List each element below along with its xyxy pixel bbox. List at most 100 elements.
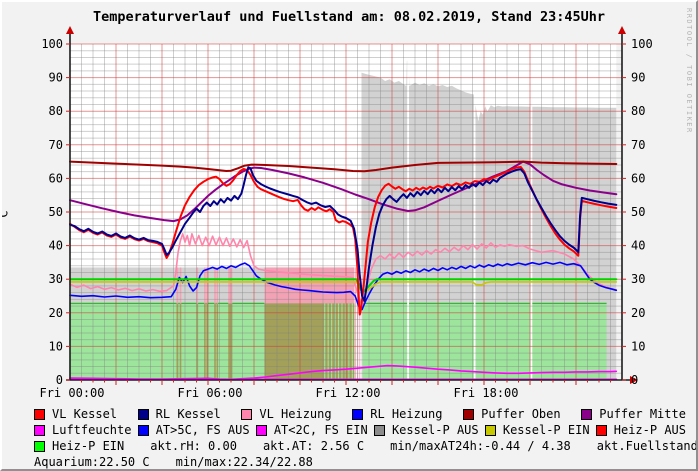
y-tick-label-left: 40 bbox=[49, 239, 63, 253]
legend-stat-aquarium-22-50-c: Aquarium:22.50 C bbox=[34, 455, 150, 469]
legend-stat-akt-at-2-56-c: akt.AT: 2.56 C bbox=[263, 439, 364, 453]
y-tick-label-left: 90 bbox=[49, 71, 63, 85]
y-tick-label-left: 50 bbox=[49, 205, 63, 219]
legend-label: akt.AT: 2.56 C bbox=[262, 439, 365, 453]
band-green-slit bbox=[334, 303, 336, 380]
area-gap bbox=[530, 54, 533, 381]
y-axis-arrow-left bbox=[66, 26, 74, 34]
fuellstand-area-high bbox=[361, 60, 617, 381]
y-axis-arrow-right bbox=[618, 26, 626, 34]
band-green-slit bbox=[351, 303, 353, 380]
heizp-aus-stripe-olive bbox=[216, 303, 219, 380]
heizp-aus-stripe-olive bbox=[228, 303, 233, 380]
vl-heizung-swatch bbox=[241, 408, 253, 420]
legend: VL Kessel RL Kessel VL Heizung RL Heizung Pu… bbox=[2, 406, 696, 469]
heizp-aus-stripe-pink bbox=[179, 267, 182, 304]
legend-item-at-2c-fs-ein: AT<2C, FS EIN bbox=[255, 423, 368, 437]
chart-canvas: 0 0 10 10 20 20 30 30 40 40 50 50 60 60 70 70 80 80 90 90 10… bbox=[39, 26, 653, 400]
y-tick-label-right: 40 bbox=[631, 239, 645, 253]
area-gap bbox=[407, 54, 410, 381]
y-tick-label-right: 10 bbox=[631, 339, 645, 353]
legend-item-luftfeuchte: Luftfeuchte bbox=[34, 423, 131, 437]
at-2c-fs-ein-swatch bbox=[255, 424, 267, 436]
heizp-aus-stripe-pink bbox=[228, 267, 233, 304]
legend-label: Heiz-P EIN bbox=[52, 439, 125, 453]
heizp-aus-stripe-pink bbox=[204, 267, 206, 304]
rrdtool-watermark: RRDTOOL / TOBI OETIKER bbox=[685, 8, 693, 134]
heizp-aus-stripe-olive bbox=[206, 303, 208, 380]
y-axis-label: C bbox=[2, 210, 11, 217]
y-tick-label-left: 10 bbox=[49, 339, 63, 353]
y-tick-label-left: 0 bbox=[56, 373, 63, 387]
area-gap bbox=[473, 54, 476, 381]
legend-label: RL Kessel bbox=[155, 407, 221, 421]
at-5c-fs-aus-swatch bbox=[137, 424, 149, 436]
band-green-slit bbox=[341, 303, 343, 380]
heizp-aus-stripe-pink bbox=[214, 267, 216, 304]
y-tick-label-right: 20 bbox=[631, 306, 645, 320]
legend-item-kessel-p-ein: Kessel-P EIN bbox=[484, 423, 590, 437]
legend-item-puffer-mitte: Puffer Mitte bbox=[581, 407, 686, 421]
legend-row-3: Heiz-P EIN akt.rH: 0.00 akt.AT: 2.56 C min/… bbox=[2, 438, 696, 454]
legend-stat-akt-rh-0-00: akt.rH: 0.00 bbox=[150, 439, 237, 453]
heizp-aus-stripe-olive bbox=[196, 303, 199, 380]
chart-title: Temperaturverlauf und Fuellstand am: 08.… bbox=[92, 9, 606, 25]
gap-pink-stripe bbox=[357, 267, 359, 380]
legend-item-heiz-p-ein: Heiz-P EIN bbox=[34, 439, 124, 453]
puffer-mitte-swatch bbox=[581, 408, 593, 420]
legend-item-vl-kessel: VL Kessel bbox=[34, 407, 117, 421]
heizp-ein-area bbox=[362, 303, 607, 380]
luftfeuchte-swatch bbox=[34, 424, 45, 436]
series-vl-heizung bbox=[69, 233, 618, 307]
series-rl-heizung bbox=[69, 261, 618, 311]
band-green-slit bbox=[324, 303, 326, 380]
y-tick-label-right: 60 bbox=[631, 171, 645, 185]
y-tick-label-right: 100 bbox=[631, 37, 653, 51]
gap-pink-stripe bbox=[355, 267, 357, 380]
legend-row-1: VL Kessel RL Kessel VL Heizung RL Heizung Pu… bbox=[2, 406, 696, 422]
x-tick-label: Fri 18:00 bbox=[453, 386, 518, 400]
y-tick-label-left: 30 bbox=[49, 272, 63, 286]
kessel-p-aus-swatch bbox=[373, 424, 385, 436]
legend-label: Kessel-P EIN bbox=[502, 423, 590, 437]
legend-item-puffer-oben: Puffer Oben bbox=[463, 407, 561, 421]
band-green-slit bbox=[337, 303, 340, 380]
y-tick-label-right: 30 bbox=[631, 272, 645, 286]
rl-kessel-swatch bbox=[137, 408, 149, 420]
legend-stat-min-max-22-34-22-88: min/max:22.34/22.88 bbox=[176, 455, 313, 469]
legend-item-rl-kessel: RL Kessel bbox=[137, 407, 221, 421]
band-green-slit bbox=[331, 303, 333, 380]
legend-label: VL Kessel bbox=[52, 407, 118, 421]
legend-item-kessel-p-aus: Kessel-P AUS bbox=[373, 423, 479, 437]
legend-stat-min-maxat24h-0-44-4-38: min/maxAT24h:-0.44 / 4.38 bbox=[390, 439, 571, 453]
y-tick-label-right: 50 bbox=[631, 205, 645, 219]
gap-pink-stripe bbox=[359, 267, 361, 380]
heizp-aus-stripe-olive bbox=[176, 303, 179, 380]
legend-label: min/maxAT24h:-0.44 / 4.38 bbox=[390, 439, 571, 453]
vl-kessel-swatch bbox=[34, 408, 45, 420]
heizp-aus-stripe-pink bbox=[216, 267, 219, 304]
legend-label: RL Heizung bbox=[370, 407, 443, 421]
y-tick-label-right: 70 bbox=[631, 138, 645, 152]
y-tick-label-left: 60 bbox=[49, 171, 63, 185]
puffer-oben-swatch bbox=[463, 408, 475, 420]
legend-row-4: Aquarium:22.50 C min/max:22.34/22.88 bbox=[2, 454, 696, 469]
series-rl-kessel bbox=[69, 166, 618, 302]
band-green-slit bbox=[327, 303, 329, 380]
heizp-aus-stripe-olive bbox=[204, 303, 206, 380]
x-tick-label: Fri 06:00 bbox=[177, 386, 242, 400]
heizp-aus-stripe-olive bbox=[214, 303, 216, 380]
legend-label: Puffer Oben bbox=[481, 407, 561, 421]
legend-label: AT>5C, FS AUS bbox=[155, 423, 250, 437]
heizp-aus-stripe-pink bbox=[206, 267, 208, 304]
heiz-p-aus-swatch bbox=[595, 424, 607, 436]
legend-label: Puffer Mitte bbox=[599, 407, 686, 421]
x-tick-label: Fri 12:00 bbox=[315, 386, 380, 400]
legend-item-at-5c-fs-aus: AT>5C, FS AUS bbox=[137, 423, 250, 437]
heizp-aus-stripe-olive bbox=[179, 303, 182, 380]
y-tick-label-left: 20 bbox=[49, 306, 63, 320]
legend-row-2: Luftfeuchte AT>5C, FS AUS AT<2C, FS EIN Kes… bbox=[2, 422, 696, 438]
series-puffer-oben bbox=[69, 160, 618, 173]
legend-label: Kessel-P AUS bbox=[391, 423, 479, 437]
